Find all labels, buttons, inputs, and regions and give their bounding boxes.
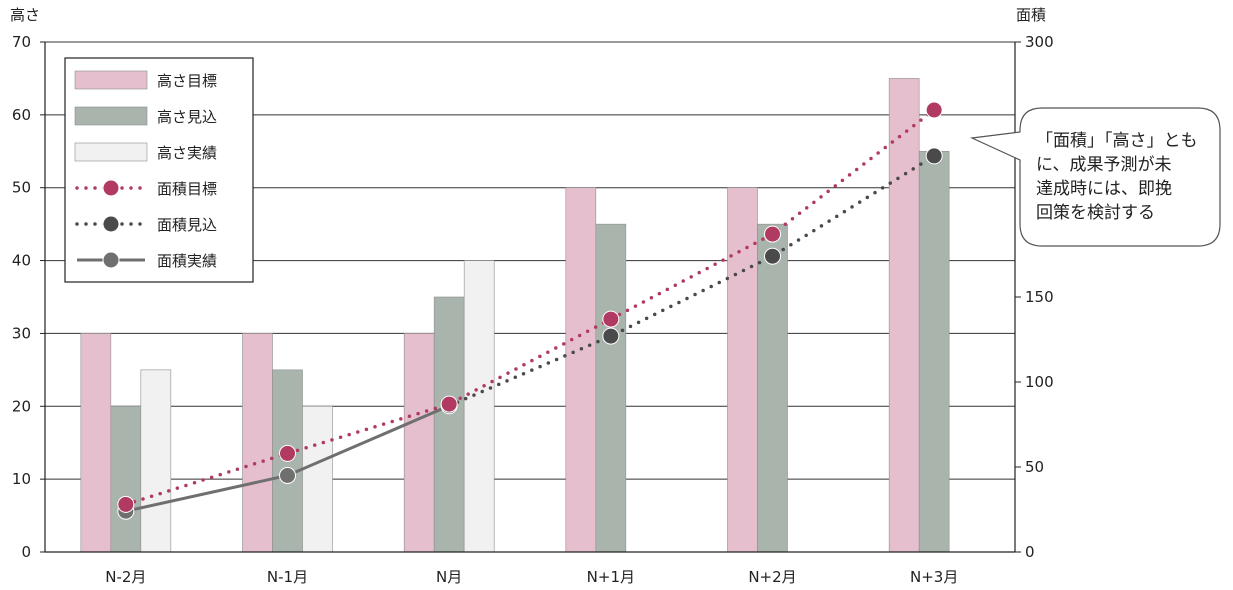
x-tick-label: N+2月	[748, 568, 796, 586]
left-tick-label: 0	[21, 543, 31, 561]
legend-box	[64, 57, 254, 283]
line-series	[117, 101, 943, 513]
bar	[403, 333, 435, 553]
data-point	[925, 147, 943, 165]
bar	[242, 333, 273, 553]
data-point	[925, 101, 943, 119]
x-tick-label: N+3月	[910, 568, 958, 586]
legend-swatch	[74, 70, 148, 90]
legend-item: 高さ目標	[74, 70, 217, 90]
left-tick-label: 60	[12, 106, 31, 124]
bar	[302, 405, 333, 553]
legend-label: 面積実績	[157, 252, 217, 270]
left-axis-title: 高さ	[10, 6, 40, 24]
bar	[140, 369, 172, 553]
line-series	[447, 147, 943, 408]
legend-swatch	[74, 106, 148, 126]
bar	[595, 223, 627, 553]
x-tick-label: N-2月	[105, 568, 146, 586]
bar-series	[80, 78, 920, 553]
legend-item: 面積目標	[75, 179, 217, 198]
bar	[918, 150, 950, 553]
data-point	[764, 225, 781, 243]
right-tick-label: 150	[1025, 288, 1054, 306]
legend-item: 面積実績	[77, 251, 217, 270]
callout-text-line: 回策を検討する	[1036, 203, 1155, 223]
right-tick-label: 0	[1025, 543, 1035, 561]
bar	[757, 223, 788, 553]
left-tick-label: 70	[12, 33, 31, 51]
left-tick-label: 40	[12, 252, 31, 270]
bar	[888, 78, 920, 553]
bar	[727, 187, 758, 553]
right-axis-title: 面積	[1016, 6, 1046, 24]
legend-marker	[102, 251, 120, 269]
data-point	[440, 395, 458, 413]
legend-label: 面積目標	[157, 180, 217, 198]
legend-label: 高さ見込	[157, 108, 217, 126]
data-point	[602, 327, 620, 345]
series-line	[447, 154, 936, 408]
data-point	[279, 444, 296, 462]
callout-text-line: に、成果予測が未	[1036, 155, 1172, 175]
data-point	[279, 467, 296, 484]
callout-text-line: 達成時には、即挽	[1036, 179, 1172, 199]
legend-marker	[102, 179, 120, 197]
bar	[110, 405, 142, 553]
x-tick-label: N月	[436, 568, 462, 586]
line-series-group	[117, 101, 943, 520]
bar-series	[140, 260, 495, 553]
data-point	[117, 495, 135, 513]
legend-swatch	[74, 142, 148, 162]
left-tick-label: 20	[12, 397, 31, 415]
axes: 0 10 20 30 40 50 60 70 0 50 100 150 300 N-2月 N-1月 N月 N+1…	[12, 33, 1054, 586]
left-tick-label: 10	[12, 470, 31, 488]
bar	[80, 333, 112, 553]
right-tick-label: 100	[1025, 373, 1054, 391]
x-tick-label: N-1月	[267, 568, 308, 586]
left-tick-label: 50	[12, 179, 31, 197]
x-tick-label: N+1月	[587, 568, 635, 586]
bar	[433, 296, 465, 553]
legend-item: 高さ見込	[74, 106, 217, 126]
legend-label: 面積見込	[157, 216, 217, 234]
bar	[463, 260, 495, 553]
right-tick-label: 50	[1025, 458, 1044, 476]
legend-item: 面積見込	[75, 215, 217, 234]
callout-text-line: 「面積」「高さ」とも	[1036, 131, 1198, 151]
bar	[565, 187, 597, 553]
legend-label: 高さ目標	[157, 72, 217, 90]
data-point	[764, 247, 781, 265]
legend-marker	[102, 215, 120, 233]
left-tick-label: 30	[12, 324, 31, 342]
legend-item: 高さ実績	[74, 142, 217, 162]
series-line	[124, 108, 936, 507]
legend-label: 高さ実績	[157, 144, 217, 162]
callout-bubble	[969, 107, 1221, 247]
data-point	[602, 310, 620, 328]
right-tick-label: 300	[1025, 33, 1054, 51]
